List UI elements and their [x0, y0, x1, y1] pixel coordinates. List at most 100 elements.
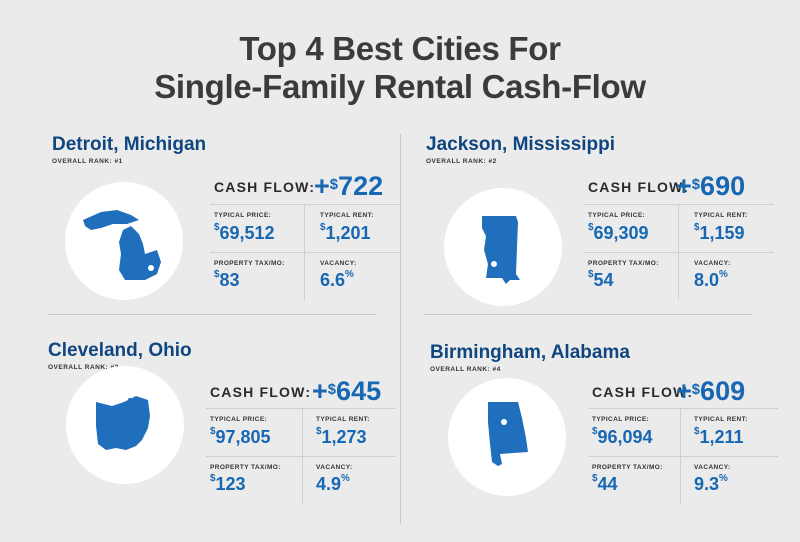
stats-mid-rule	[206, 456, 396, 457]
city-name: Birmingham, Alabama	[430, 342, 630, 363]
amount: 69,309	[593, 223, 649, 243]
vacancy-label: VACANCY:	[694, 260, 731, 267]
vacancy-label: VACANCY:	[694, 464, 731, 471]
typical-price-label: TYPICAL PRICE:	[588, 212, 646, 219]
cash-flow-amount: 645	[336, 376, 382, 406]
property-tax-label: PROPERTY TAX/MO:	[214, 260, 285, 267]
typical-price-label: TYPICAL PRICE:	[210, 416, 268, 423]
stats-col-rule	[678, 204, 679, 300]
amount: 9.3	[694, 474, 720, 494]
stats-col-rule	[680, 408, 681, 504]
dollar-sign: $	[327, 382, 337, 398]
city-name: Jackson, Mississippi	[426, 134, 616, 155]
stats-mid-rule	[588, 456, 778, 457]
cash-flow-value: +$690	[676, 172, 745, 200]
ohio-map-icon	[96, 396, 150, 450]
cash-flow-label: CASH FLOW:	[210, 384, 312, 400]
city-name: Detroit, Michigan	[52, 134, 207, 155]
property-tax-value: $44	[592, 473, 618, 495]
dollar-sign: $	[694, 426, 700, 437]
cash-flow-label: CASH FLOW:	[592, 384, 694, 400]
typical-rent-label: TYPICAL RENT:	[316, 416, 370, 423]
city-card-detroit: Detroit, Michigan OVERALL RANK: #1 CASH …	[52, 134, 452, 334]
amount: 69,512	[219, 223, 275, 243]
vacancy-value: 9.3%	[694, 473, 728, 495]
dollar-sign: $	[214, 222, 220, 233]
dollar-sign: $	[691, 382, 701, 398]
cash-flow-value: +$609	[676, 377, 745, 405]
plus-sign: +	[676, 171, 692, 201]
stats-top-rule	[588, 408, 778, 409]
alabama-map-icon	[488, 402, 528, 466]
michigan-map-icon	[83, 210, 161, 280]
amount: 1,273	[321, 427, 367, 447]
cash-flow-label: CASH FLOW:	[588, 179, 690, 195]
dollar-sign: $	[210, 426, 216, 437]
right-row-divider	[424, 314, 752, 315]
state-map-circle	[448, 378, 566, 496]
dollar-sign: $	[329, 177, 339, 193]
left-row-divider	[48, 314, 376, 315]
state-map-circle	[65, 182, 183, 300]
typical-rent-label: TYPICAL RENT:	[694, 212, 748, 219]
property-tax-label: PROPERTY TAX/MO:	[592, 464, 663, 471]
percent-sign: %	[345, 269, 354, 280]
property-tax-label: PROPERTY TAX/MO:	[588, 260, 659, 267]
dollar-sign: $	[691, 177, 701, 193]
center-divider	[400, 134, 401, 524]
typical-rent-value: $1,211	[694, 426, 744, 448]
mississippi-map-icon	[482, 216, 520, 284]
typical-rent-label: TYPICAL RENT:	[320, 212, 374, 219]
dollar-sign: $	[214, 269, 220, 280]
title-line-2: Single-Family Rental Cash-Flow	[154, 68, 646, 105]
typical-price-value: $69,512	[214, 222, 275, 244]
city-card-birmingham: Birmingham, Alabama OVERALL RANK: #4 CAS…	[430, 342, 800, 542]
amount: 4.9	[316, 474, 342, 494]
property-tax-value: $83	[214, 269, 240, 291]
plus-sign: +	[314, 171, 330, 201]
stats-top-rule	[584, 204, 774, 205]
dollar-sign: $	[588, 269, 594, 280]
cash-flow-amount: 609	[700, 376, 746, 406]
vacancy-value: 6.6%	[320, 269, 354, 291]
vacancy-value: 4.9%	[316, 473, 350, 495]
amount: 1,159	[699, 223, 745, 243]
title-line-1: Top 4 Best Cities For	[239, 30, 561, 67]
cash-flow-value: +$645	[312, 377, 381, 405]
amount: 8.0	[694, 270, 720, 290]
typical-price-value: $97,805	[210, 426, 271, 448]
overall-rank: OVERALL RANK: #1	[52, 158, 123, 165]
dollar-sign: $	[592, 426, 598, 437]
amount: 83	[219, 270, 240, 290]
cash-flow-amount: 722	[338, 171, 384, 201]
amount: 54	[593, 270, 614, 290]
amount: 44	[597, 474, 618, 494]
typical-price-value: $69,309	[588, 222, 649, 244]
vacancy-label: VACANCY:	[320, 260, 357, 267]
overall-rank: OVERALL RANK: #3	[48, 364, 119, 371]
typical-rent-value: $1,273	[316, 426, 367, 448]
amount: 6.6	[320, 270, 346, 290]
city-name: Cleveland, Ohio	[48, 340, 192, 361]
typical-rent-value: $1,201	[320, 222, 371, 244]
percent-sign: %	[341, 473, 350, 484]
stats-top-rule	[210, 204, 400, 205]
dollar-sign: $	[210, 473, 216, 484]
percent-sign: %	[719, 473, 728, 484]
typical-price-label: TYPICAL PRICE:	[592, 416, 650, 423]
typical-price-value: $96,094	[592, 426, 653, 448]
amount: 97,805	[215, 427, 271, 447]
dollar-sign: $	[320, 222, 326, 233]
overall-rank: OVERALL RANK: #2	[426, 158, 497, 165]
dollar-sign: $	[592, 473, 598, 484]
dollar-sign: $	[588, 222, 594, 233]
city-card-jackson: Jackson, Mississippi OVERALL RANK: #2 CA…	[426, 134, 800, 334]
amount: 1,211	[699, 427, 744, 447]
cash-flow-value: +$722	[314, 172, 383, 200]
stats-col-rule	[302, 408, 303, 504]
amount: 123	[215, 474, 246, 494]
cash-flow-label: CASH FLOW:	[214, 179, 316, 195]
stats-mid-rule	[584, 252, 774, 253]
city-card-cleveland: Cleveland, Ohio OVERALL RANK: #3 CASH FL…	[48, 340, 448, 540]
stats-col-rule	[304, 204, 305, 300]
